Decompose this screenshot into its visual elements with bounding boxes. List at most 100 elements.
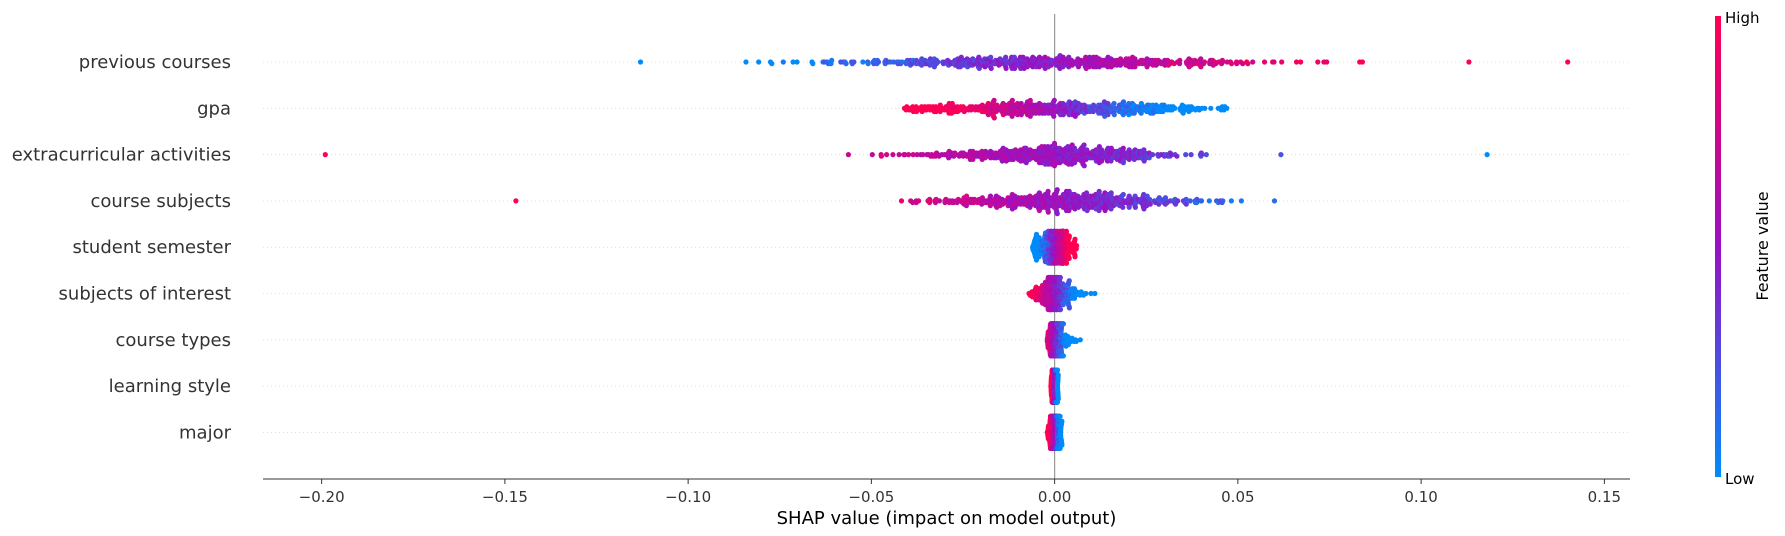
shap-point [1177, 57, 1183, 64]
shap-point [991, 115, 997, 121]
shap-point [884, 152, 890, 158]
colorbar-gradient [1715, 16, 1721, 477]
shap-point [1484, 152, 1490, 158]
shap-point [1051, 97, 1057, 103]
shap-point [1057, 413, 1063, 419]
shap-point [1240, 61, 1246, 67]
shap-point [1261, 59, 1268, 65]
shap-point [1108, 190, 1114, 196]
shap-point [756, 59, 762, 65]
feature-label: course types [116, 330, 231, 351]
shap-point [878, 153, 885, 159]
shap-point [1059, 418, 1065, 424]
shap-point [927, 196, 933, 202]
shap-point [1003, 54, 1009, 60]
shap-point [1060, 54, 1066, 60]
shap-point [1074, 243, 1080, 249]
shap-point [860, 59, 866, 65]
shap-point [1057, 274, 1063, 281]
feature-label: subjects of interest [59, 284, 231, 305]
shap-point [1081, 163, 1087, 169]
shap-point [1324, 59, 1330, 65]
shap-point [1315, 59, 1321, 65]
shap-point [794, 59, 800, 65]
shap-point [1293, 59, 1300, 65]
shap-point [1051, 140, 1058, 146]
shap-point [1105, 100, 1111, 107]
shap-point [916, 198, 922, 204]
shap-point [1359, 59, 1365, 65]
shap-point [1228, 61, 1235, 67]
shap-point [322, 152, 328, 158]
shap-point [1045, 188, 1051, 194]
shap-point [1072, 254, 1078, 260]
x-tick-label: −0.10 [665, 488, 711, 506]
shap-point [1081, 142, 1087, 148]
shap-point [865, 61, 871, 67]
shap-point [1020, 54, 1026, 60]
shap-point [1072, 236, 1078, 242]
shap-point [513, 198, 519, 204]
shap-point [1271, 59, 1277, 65]
x-axis-ticks: −0.20 −0.15 −0.10 −0.05 0.00 0.05 0.10 0.15 [299, 479, 1621, 506]
shap-point [1172, 105, 1178, 111]
shap-point [1120, 112, 1126, 118]
x-tick-label: 0.10 [1404, 488, 1437, 506]
feature-label: learning style [109, 376, 231, 397]
feature-label: gpa [197, 98, 231, 119]
colorbar: High Low Feature value [1715, 9, 1772, 488]
shap-point [851, 59, 857, 65]
x-tick-label: 0.15 [1588, 488, 1621, 506]
shap-point [845, 152, 852, 158]
shap-point [1202, 105, 1208, 111]
shap-point [1049, 57, 1055, 64]
x-tick-label: 0.00 [1038, 488, 1071, 506]
feature-label: student semester [72, 237, 231, 258]
feature-label: extracurricular activities [12, 145, 231, 166]
shap-point [1224, 105, 1230, 111]
shap-point [1147, 196, 1153, 202]
shap-point [1059, 442, 1065, 448]
shap-point [1063, 260, 1069, 266]
shap-point [869, 152, 875, 158]
shap-point [1250, 59, 1256, 65]
colorbar-high-label: High [1725, 9, 1759, 27]
x-tick-label: 0.05 [1221, 488, 1254, 506]
colorbar-low-label: Low [1725, 470, 1755, 488]
feature-labels: previous courses gpa extracurricular activ… [12, 52, 232, 443]
shap-point [1111, 112, 1117, 118]
feature-label: course subjects [90, 191, 231, 212]
shap-point [829, 57, 835, 64]
shap-point [1009, 97, 1016, 103]
shap-point [1120, 99, 1127, 105]
shap-point [1126, 204, 1132, 210]
shap-point [1565, 59, 1571, 65]
shap-point [1201, 59, 1208, 65]
shap-point [1051, 113, 1057, 119]
x-tick-label: −0.15 [482, 488, 528, 506]
shap-point [1220, 59, 1226, 65]
shap-point [906, 152, 912, 158]
shap-point [1298, 59, 1304, 65]
shap-point [1096, 188, 1102, 194]
shap-point [1132, 204, 1138, 210]
feature-label: previous courses [79, 52, 231, 73]
shap-point [1245, 61, 1251, 67]
shap-point [1054, 187, 1060, 193]
shap-point [1092, 290, 1098, 297]
shap-point [769, 61, 775, 67]
shap-point [1271, 198, 1278, 204]
shap-point [1057, 306, 1064, 313]
shap-point [1003, 65, 1009, 71]
shap-point [898, 198, 905, 204]
shap-point [1066, 255, 1072, 261]
shap-point [1198, 198, 1205, 204]
shap-point [1132, 64, 1138, 70]
shap-point [1120, 145, 1126, 151]
shap-point [988, 54, 994, 60]
shap-point [810, 61, 816, 67]
shap-point [987, 193, 994, 199]
shap-point [790, 59, 796, 65]
shap-point [1120, 160, 1126, 166]
